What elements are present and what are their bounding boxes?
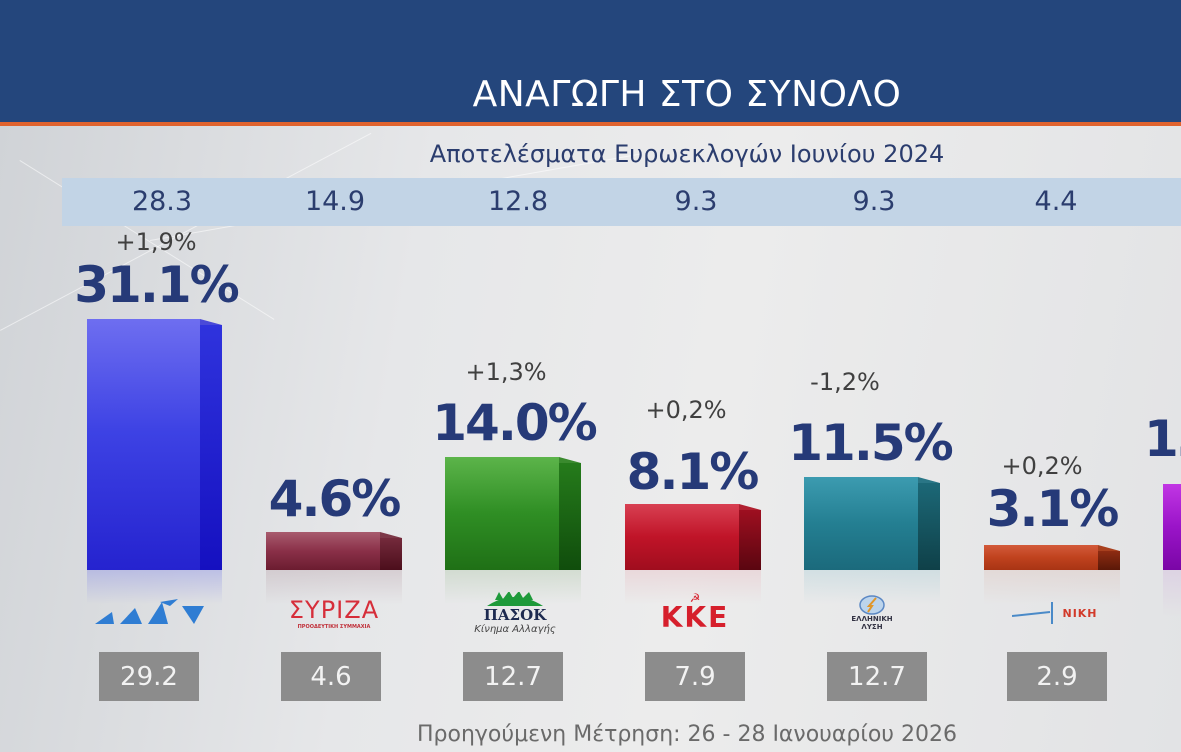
- bar-niki: [984, 545, 1120, 570]
- previous-measurement-value: 7.9: [645, 652, 745, 701]
- nd-logo-icon: [95, 599, 204, 624]
- logo-nd: [80, 588, 230, 638]
- percentage-label: 11.5%: [788, 414, 953, 472]
- logo-pasok: ΠΑΣΟΚ Κίνημα Αλλαγής: [440, 588, 590, 638]
- page-title: ΑΝΑΓΩΓΗ ΣΤΟ ΣΥΝΟΛΟ: [472, 74, 902, 115]
- percentage-label: 4.6%: [268, 470, 402, 528]
- hammer-sickle-icon: ☭: [689, 591, 701, 605]
- bar-reflection: [1163, 570, 1181, 616]
- previous-measurement-value: 4.6: [281, 652, 381, 701]
- change-label: +0,2%: [1001, 452, 1083, 480]
- previous-measurement-value: 29.2: [99, 652, 199, 701]
- niki-logo-text: ΝΙΚΗ: [1062, 606, 1098, 620]
- change-label: +1,3%: [465, 358, 547, 386]
- bar-reflection: [87, 570, 222, 604]
- pasok-sun-icon: [487, 591, 543, 606]
- euro-2024-band: [62, 178, 1181, 226]
- elliniki-lysi-emblem-icon: [859, 595, 885, 615]
- bar-kke: [625, 504, 761, 570]
- elliniki-lysi-logo-text: ΕΛΛΗΝΙΚΗ: [851, 615, 893, 623]
- euro-2024-value: 4.4: [1034, 186, 1078, 217]
- bar-reflection: [266, 570, 402, 604]
- logo-kke: ☭ ΚΚΕ: [620, 588, 770, 638]
- bar-syriza: [266, 532, 402, 570]
- euro-2024-value: 14.9: [304, 186, 366, 217]
- euro-2024-value: 9.3: [852, 186, 896, 217]
- pasok-logo-text: ΠΑΣΟΚ: [483, 605, 547, 624]
- euro-2024-value: 12.8: [487, 186, 549, 217]
- bar-nd: [87, 319, 222, 570]
- previous-measurement-value: 12.7: [463, 652, 563, 701]
- euro-2024-value: 9.3: [674, 186, 718, 217]
- euro-elections-subtitle: Αποτελέσματα Ευρωεκλογών Ιουνίου 2024: [429, 140, 945, 168]
- percentage-label: 8.1%: [626, 443, 760, 501]
- logo-elliniki-lysi: ΕΛΛΗΝΙΚΗ ΛΥΣΗ: [797, 588, 947, 638]
- header-banner: ΑΝΑΓΩΓΗ ΣΤΟ ΣΥΝΟΛΟ: [0, 0, 1181, 126]
- previous-measurement-caption: Προηγούμενη Μέτρηση: 26 - 28 Ιανουαρίου …: [416, 722, 957, 747]
- previous-measurement-value: 12.7: [827, 652, 927, 701]
- percentage-label: 3.1%: [986, 480, 1120, 538]
- syriza-logo-subtext: ΠΡΟΟΔΕΥΤΙΚΗ ΣΥΜΜΑΧΙΑ: [297, 624, 371, 630]
- previous-measurement-value: 2.9: [1007, 652, 1107, 701]
- percentage-label-cut-off: 1…: [1144, 410, 1181, 468]
- percentage-label: 14.0%: [432, 394, 597, 452]
- bar-reflection: [625, 570, 761, 604]
- kke-logo-text: ΚΚΕ: [660, 601, 730, 634]
- logo-syriza: ΣΥΡΙΖΑ ΠΡΟΟΔΕΥΤΙΚΗ ΣΥΜΜΑΧΙΑ: [259, 588, 409, 638]
- percentage-label: 31.1%: [74, 256, 239, 314]
- niki-cross-icon: [1012, 602, 1054, 624]
- syriza-logo-text: ΣΥΡΙΖΑ: [288, 596, 380, 624]
- bar-reflection: [984, 570, 1120, 604]
- pasok-logo-subtext: Κίνημα Αλλαγής: [474, 623, 556, 635]
- elliniki-lysi-logo-subtext: ΛΥΣΗ: [861, 623, 883, 631]
- bar-pasok: [445, 457, 581, 570]
- change-label: +1,9%: [115, 228, 197, 256]
- euro-2024-value: 28.3: [131, 186, 193, 217]
- logo-niki: ΝΙΚΗ: [980, 588, 1130, 638]
- change-label: -1,2%: [810, 368, 880, 396]
- change-label: +0,2%: [645, 396, 727, 424]
- bar-elliniki-lysi: [804, 477, 940, 570]
- bar-partial-purple: [1163, 484, 1181, 570]
